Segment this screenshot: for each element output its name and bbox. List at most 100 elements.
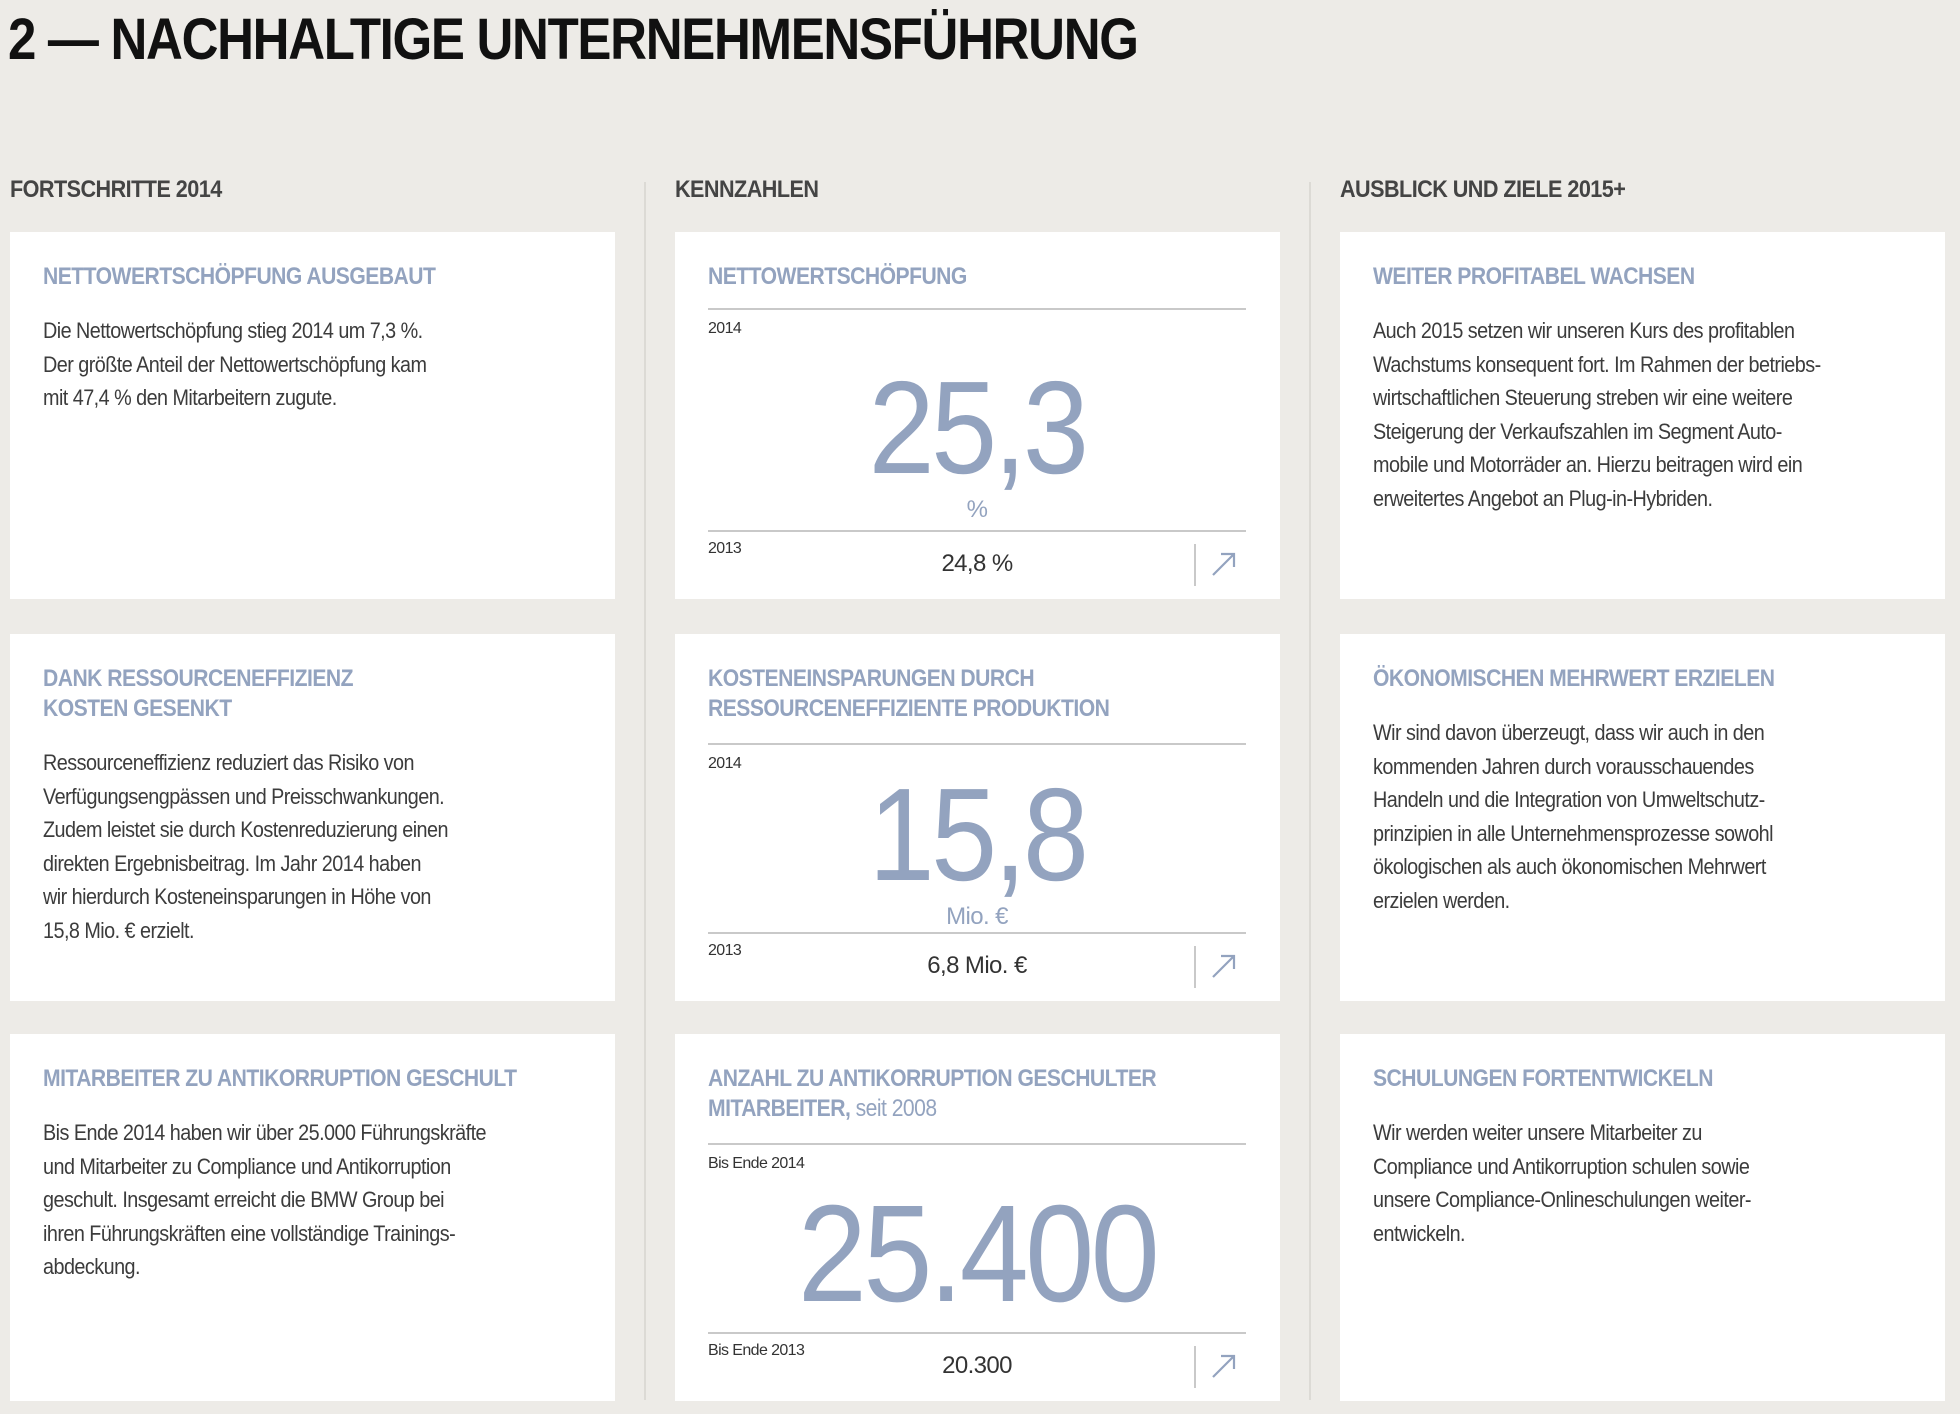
kpi-card: NETTOWERTSCHÖPFUNG 2014 25,3 % 2013 24,8… (675, 232, 1280, 599)
kpi-top-rule (708, 1143, 1246, 1145)
card-body: Die Nettowertschöpfung stieg 2014 um 7,3… (43, 314, 528, 415)
kpi-heading-line: ANZAHL ZU ANTIKORRUPTION GESCHULTER (708, 1064, 1181, 1094)
kpi-value: 15,8 (868, 761, 1089, 908)
kpi-footer: 2013 6,8 Mio. € (708, 932, 1246, 1001)
card-body-line: mit 47,4 % den Mitarbeitern zugute. (43, 385, 337, 410)
card-body-line: Wir sind davon überzeugt, dass wir auch … (1373, 720, 1765, 745)
card-heading-line: SCHULUNGEN FORTENTWICKELN (1373, 1065, 1713, 1092)
kpi-heading-line: RESSOURCENEFFIZIENTE PRODUKTION (708, 694, 1181, 724)
card-body-line: Steigerung der Verkaufszahlen im Segment… (1373, 418, 1782, 444)
card-heading: WEITER PROFITABEL WACHSEN (1373, 262, 1847, 292)
column-divider (644, 182, 646, 1400)
column-divider (1309, 182, 1311, 1400)
card-body-line: Bis Ende 2014 haben wir über 25.000 Führ… (43, 1120, 487, 1145)
card-body-line: ökologischen als auch ökonomischen Mehrw… (1373, 854, 1766, 879)
kpi-trend-divider (1194, 1346, 1196, 1388)
card-body-line: Handeln und die Integration von Umweltsc… (1373, 787, 1765, 812)
kpi-heading-text: ANZAHL ZU ANTIKORRUPTION GESCHULTER (708, 1065, 1157, 1092)
card-heading: MITARBEITER ZU ANTIKORRUPTION GESCHULT (43, 1064, 517, 1094)
kpi-current-label: 2014 (708, 755, 742, 772)
kpi-previous-value: 6,8 Mio. € (927, 952, 1027, 979)
card-body-line: Wachstums konsequent fort. Im Rahmen der… (1373, 351, 1821, 377)
card-body-line: abdeckung. (43, 1254, 141, 1279)
card-body: Bis Ende 2014 haben wir über 25.000 Führ… (43, 1116, 528, 1284)
kpi-heading: ANZAHL ZU ANTIKORRUPTION GESCHULTER MITAR… (708, 1064, 1181, 1124)
kpi-current-label: 2014 (708, 320, 742, 337)
card-heading-line: ÖKONOMISCHEN MEHRWERT ERZIELEN (1373, 665, 1775, 692)
kpi-heading-line: MITARBEITER, seit 2008 (708, 1094, 1181, 1124)
card-heading-line: MITARBEITER ZU ANTIKORRUPTION GESCHULT (43, 1065, 517, 1092)
kpi-trend-divider (1194, 946, 1196, 988)
card-body-line: erzielen werden. (1373, 887, 1510, 913)
kpi-footer: 2013 24,8 % (708, 530, 1246, 599)
outlook-card: WEITER PROFITABEL WACHSEN Auch 2015 setze… (1340, 232, 1945, 599)
kpi-top-rule (708, 308, 1246, 310)
outlook-card: ÖKONOMISCHEN MEHRWERT ERZIELEN Wir sind d… (1340, 634, 1945, 1001)
kpi-heading: NETTOWERTSCHÖPFUNG (708, 262, 1181, 292)
column-heading-outlook: AUSBLICK UND ZIELE 2015+ (1340, 176, 1626, 203)
card-body-line: Der größte Anteil der Nettowertschöpfung… (43, 351, 427, 377)
progress-card: DANK RESSOURCENEFFIZIENZ KOSTEN GESENKT Re… (10, 634, 615, 1001)
outlook-card: SCHULUNGEN FORTENTWICKELN Wir werden weit… (1340, 1034, 1945, 1401)
card-body-line: erweitertes Angebot an Plug-in-Hybriden. (1373, 485, 1713, 511)
card-heading-line: WEITER PROFITABEL WACHSEN (1373, 263, 1695, 290)
kpi-heading-suffix: seit 2008 (850, 1095, 938, 1122)
card-body-line: geschult. Insgesamt erreicht die BMW Gro… (43, 1187, 445, 1212)
kpi-unit: Mio. € (946, 903, 1008, 930)
card-body-line: 15,8 Mio. € erzielt. (43, 917, 195, 943)
kpi-value: 25.400 (797, 1177, 1160, 1331)
card-body-line: Auch 2015 setzen wir unseren Kurs des pr… (1373, 318, 1795, 343)
kpi-previous-label: 2013 (708, 540, 742, 557)
card-heading: ÖKONOMISCHEN MEHRWERT ERZIELEN (1373, 664, 1847, 694)
kpi-previous-label: Bis Ende 2013 (708, 1342, 805, 1359)
progress-card: MITARBEITER ZU ANTIKORRUPTION GESCHULT Bi… (10, 1034, 615, 1401)
arrow-up-right-icon (1212, 954, 1236, 978)
card-body-line: Die Nettowertschöpfung stieg 2014 um 7,3… (43, 318, 423, 343)
card-body: Ressourceneffizienz reduziert das Risiko… (43, 746, 528, 947)
column-heading-progress: FORTSCHRITTE 2014 (10, 176, 222, 203)
kpi-previous-value: 24,8 % (941, 550, 1013, 577)
card-body-line: Wir werden weiter unsere Mitarbeiter zu (1373, 1120, 1702, 1145)
kpi-heading: KOSTENEINSPARUNGEN DURCH RESSOURCENEFFIZI… (708, 664, 1181, 724)
kpi-heading-text: KOSTENEINSPARUNGEN DURCH (708, 665, 1035, 692)
card-body: Auch 2015 setzen wir unseren Kurs des pr… (1373, 314, 1858, 515)
card-body-line: ihren Führungskräften eine vollständige … (43, 1220, 456, 1246)
card-heading-line: NETTOWERTSCHÖPFUNG AUSGEBAUT (43, 263, 436, 290)
card-body-line: und Mitarbeiter zu Compliance und Antiko… (43, 1153, 451, 1179)
kpi-current-label: Bis Ende 2014 (708, 1155, 805, 1172)
card-body-line: Verfügungsengpässen und Preisschwankunge… (43, 783, 445, 809)
card-body-line: wirtschaftlichen Steuerung streben wir e… (1373, 385, 1793, 410)
kpi-unit: % (966, 496, 988, 523)
card-heading: NETTOWERTSCHÖPFUNG AUSGEBAUT (43, 262, 517, 292)
card-body-line: Zudem leistet sie durch Kostenreduzierun… (43, 817, 449, 842)
card-body-line: Compliance und Antikorruption schulen so… (1373, 1153, 1750, 1179)
kpi-previous-label: 2013 (708, 942, 742, 959)
card-heading-line: KOSTEN GESENKT (43, 695, 232, 722)
page-title: 2 — NACHHALTIGE UNTERNEHMENSFÜHRUNG (8, 7, 1139, 72)
card-body-line: direkten Ergebnisbeitrag. Im Jahr 2014 h… (43, 850, 422, 876)
card-body: Wir sind davon überzeugt, dass wir auch … (1373, 716, 1858, 917)
card-body: Wir werden weiter unsere Mitarbeiter zu C… (1373, 1116, 1858, 1250)
card-body-line: entwickeln. (1373, 1220, 1466, 1246)
kpi-heading-text: MITARBEITER, (708, 1095, 851, 1122)
column-heading-kpis: KENNZAHLEN (675, 176, 819, 203)
kpi-trend-divider (1194, 544, 1196, 586)
card-body-line: Ressourceneffizienz reduziert das Risiko… (43, 750, 415, 775)
kpi-heading-text: NETTOWERTSCHÖPFUNG (708, 263, 967, 290)
kpi-previous-value: 20.300 (942, 1352, 1012, 1379)
arrow-up-right-icon (1212, 552, 1236, 576)
card-heading: SCHULUNGEN FORTENTWICKELN (1373, 1064, 1847, 1094)
card-heading: DANK RESSOURCENEFFIZIENZ KOSTEN GESENKT (43, 664, 517, 724)
kpi-footer: Bis Ende 2013 20.300 (708, 1332, 1246, 1401)
kpi-heading-line: KOSTENEINSPARUNGEN DURCH (708, 664, 1181, 694)
kpi-heading-line: NETTOWERTSCHÖPFUNG (708, 262, 1181, 292)
kpi-card: KOSTENEINSPARUNGEN DURCH RESSOURCENEFFIZI… (675, 634, 1280, 1001)
card-body-line: kommenden Jahren durch vorausschauendes (1373, 753, 1754, 779)
kpi-card: ANZAHL ZU ANTIKORRUPTION GESCHULTER MITAR… (675, 1034, 1280, 1401)
arrow-up-right-icon (1212, 1354, 1236, 1378)
card-body-line: mobile und Motorräder an. Hierzu beitrag… (1373, 452, 1803, 477)
card-body-line: unsere Compliance-Onlineschulungen weite… (1373, 1187, 1751, 1212)
card-heading-line: DANK RESSOURCENEFFIZIENZ (43, 665, 354, 692)
progress-card: NETTOWERTSCHÖPFUNG AUSGEBAUT Die Nettower… (10, 232, 615, 599)
kpi-value: 25,3 (868, 354, 1089, 501)
